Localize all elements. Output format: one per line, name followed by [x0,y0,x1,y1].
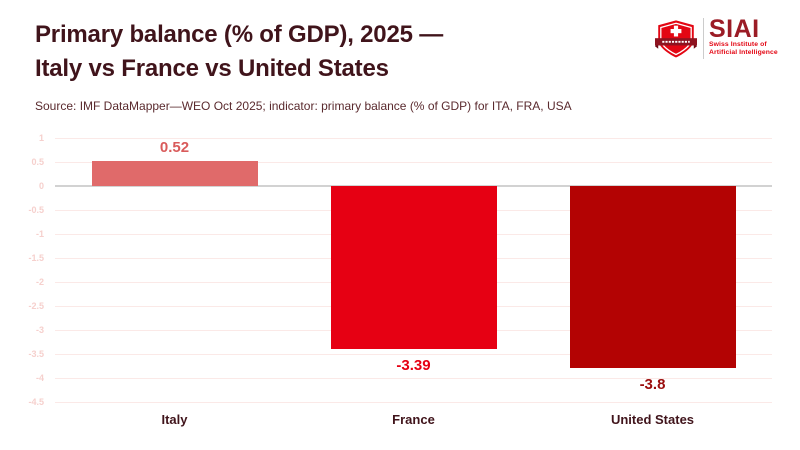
gridline [55,378,772,379]
logo-acronym: SIAI [709,15,760,43]
logo-divider [703,18,704,59]
siai-logo: SIAI Swiss Institute of Artificial Intel… [655,17,778,61]
gridline [55,354,772,355]
y-axis-tick-label: -2 [35,277,44,287]
value-label-united-states: -3.8 [639,376,666,394]
logo-tagline-line2: Artificial Intelligence [709,49,778,56]
category-label-france: France [392,412,435,427]
y-axis-tick-label: -3 [35,325,44,335]
category-label-italy: Italy [161,412,188,427]
y-axis-tick-label: -4.5 [28,397,44,407]
y-axis-tick-label: -3.5 [28,349,44,359]
swiss-shield-icon [655,20,697,58]
y-axis-tick-label: -1.5 [28,253,44,263]
y-axis-tick-label: -4 [35,373,44,383]
chart-source-note: Source: IMF DataMapper—WEO Oct 2025; ind… [35,99,572,113]
value-label-italy: 0.52 [159,139,190,157]
bar-chart: 1 0.5 0 -0.5 -1 -1.5 -2 -2.5 -3 -3.5 -4 -4.5 0.52 Ita… [0,130,800,450]
y-axis-tick-label: -1 [35,229,44,239]
chart-title-line1: Primary balance (% of GDP), 2025 — [35,21,444,48]
y-axis-tick-label: 0 [38,181,44,191]
y-axis-tick-label: 1 [38,133,44,143]
bar-united-states [569,186,736,369]
gridline [55,402,772,403]
gridline [55,138,772,139]
logo-text: SIAI Swiss Institute of Artificial Intel… [709,17,778,57]
bar-france [330,186,497,349]
chart-title-line2: Italy vs France vs United States [35,55,389,82]
gridline [55,162,772,163]
y-axis-tick-label: 0.5 [31,157,44,167]
chart-title: Primary balance (% of GDP), 2025 — Italy… [35,18,635,86]
logo-tagline-line1: Swiss Institute of [709,41,767,48]
category-label-united-states: United States [610,412,695,427]
value-label-france: -3.39 [396,356,431,374]
y-axis-tick-label: -2.5 [28,301,44,311]
bar-italy [91,161,258,186]
y-axis-tick-label: -0.5 [28,205,44,215]
